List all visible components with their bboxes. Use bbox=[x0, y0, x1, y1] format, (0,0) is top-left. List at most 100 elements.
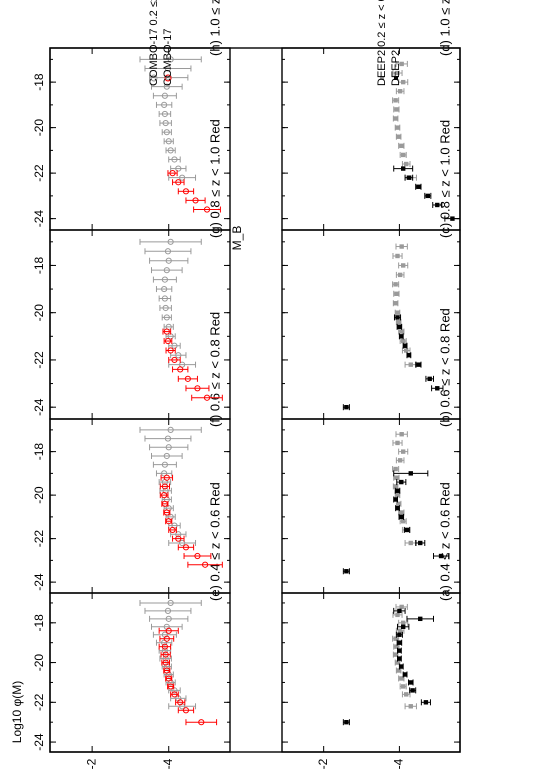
x-tick-label: -20 bbox=[32, 119, 46, 137]
data-point bbox=[404, 348, 409, 353]
x-tick-label: -24 bbox=[32, 210, 46, 228]
data-point bbox=[175, 165, 182, 172]
y-tick-label: -2 bbox=[316, 758, 330, 769]
data-point bbox=[163, 635, 170, 642]
data-point bbox=[198, 719, 205, 726]
data-point bbox=[408, 362, 413, 367]
panel-frame bbox=[49, 229, 231, 420]
panel-title: (h) 1.0 ≤ z < 1.2 Red bbox=[207, 0, 222, 56]
data-point bbox=[171, 356, 178, 364]
data-point bbox=[164, 435, 172, 442]
data-point bbox=[395, 310, 400, 315]
data-point bbox=[416, 362, 421, 367]
x-tick-label: -18 bbox=[32, 73, 46, 91]
data-point bbox=[395, 505, 400, 511]
data-point bbox=[163, 314, 170, 321]
panel-a: -2 -4 (a) 0.4 ≤ z < 0.6 Red bbox=[281, 482, 461, 769]
data-point bbox=[400, 152, 406, 158]
data-point bbox=[161, 500, 168, 507]
data-point bbox=[400, 519, 406, 524]
data-point bbox=[344, 719, 349, 725]
data-point bbox=[162, 655, 169, 662]
data-point bbox=[406, 175, 412, 180]
series-COMBO-17 0.2 ≤z< 0.4 bbox=[139, 238, 202, 368]
data-point bbox=[162, 304, 169, 312]
data-point bbox=[400, 79, 406, 85]
panel-title: (d) 1.0 ≤ z < 1.2 Red bbox=[437, 0, 452, 56]
data-point bbox=[165, 627, 172, 634]
series-DEEP2 0.2 ≤ z < 0.4 bbox=[392, 243, 417, 368]
data-point bbox=[182, 544, 190, 551]
legend-marker-deep2-low bbox=[380, 76, 384, 80]
data-point bbox=[162, 659, 169, 666]
x-tick-label: -22 bbox=[32, 164, 46, 182]
data-point bbox=[404, 692, 409, 697]
data-point bbox=[393, 636, 398, 641]
data-point bbox=[408, 471, 413, 476]
data-point bbox=[400, 684, 406, 689]
data-point bbox=[163, 267, 170, 274]
x-tick-label: -22 bbox=[32, 693, 46, 711]
data-point bbox=[399, 143, 404, 149]
legend-marker-combo bbox=[164, 74, 172, 82]
data-point bbox=[396, 668, 401, 673]
data-point bbox=[396, 319, 401, 325]
data-point bbox=[397, 628, 403, 633]
data-point bbox=[393, 301, 398, 306]
data-point bbox=[161, 285, 168, 293]
series-DEEP2 bbox=[393, 165, 461, 222]
data-point bbox=[393, 116, 398, 121]
data-point bbox=[397, 632, 402, 637]
panel-b: (b) 0.6 ≤ z < 0.8 Red bbox=[281, 308, 461, 594]
data-point bbox=[167, 147, 174, 154]
data-point bbox=[165, 138, 172, 145]
data-point bbox=[394, 107, 399, 112]
data-point bbox=[169, 170, 176, 177]
panel-frame bbox=[281, 47, 461, 231]
data-point bbox=[393, 484, 398, 489]
x-tick-label: -22 bbox=[32, 351, 46, 369]
legend-marker-deep2 bbox=[394, 76, 398, 80]
data-point bbox=[400, 620, 406, 626]
data-point bbox=[416, 184, 421, 189]
series-DEEP2 0.2 ≤ z < 0.4 bbox=[392, 60, 417, 181]
data-point bbox=[164, 248, 172, 255]
y-tick-label: -2 bbox=[84, 758, 98, 769]
legend-marker-combo-low bbox=[150, 74, 158, 82]
data-point bbox=[399, 244, 404, 249]
series-COMBO-17 bbox=[158, 627, 218, 726]
x-tick-label: -20 bbox=[32, 654, 46, 672]
data-point bbox=[396, 501, 401, 507]
data-point bbox=[450, 216, 455, 221]
data-point bbox=[167, 56, 174, 63]
panel-f: -24 -22 -20 -18 (f) 0.6 ≤ z < 0.8 Red bbox=[32, 312, 231, 594]
data-point bbox=[406, 353, 412, 358]
data-point bbox=[163, 129, 170, 136]
series-COMBO-17 0.2 ≤z< 0.4 bbox=[139, 599, 202, 710]
x-axis-label: M_B bbox=[230, 226, 244, 251]
data-point bbox=[171, 687, 178, 694]
x-tick-label: -18 bbox=[32, 614, 46, 632]
data-point bbox=[423, 700, 429, 705]
x-tick-label: -24 bbox=[32, 573, 46, 591]
data-point bbox=[397, 89, 403, 94]
legend-label-deep2: DEEP2 bbox=[390, 50, 402, 86]
data-point bbox=[161, 643, 168, 650]
data-point bbox=[404, 527, 410, 533]
data-point bbox=[395, 488, 400, 493]
data-point bbox=[399, 664, 404, 669]
data-point bbox=[164, 65, 172, 72]
data-point bbox=[161, 101, 168, 108]
series-COMBO-17 bbox=[162, 328, 223, 401]
panel-h: -24 -22 -20 -18 (h) 1.0 ≤ z < 1.2 Red bbox=[32, 0, 231, 231]
panel-title: (b) 0.6 ≤ z < 0.8 Red bbox=[437, 308, 452, 427]
data-point bbox=[175, 535, 182, 542]
data-point bbox=[165, 615, 172, 622]
panel-title: (c) 0.8 ≤ z < 1.0 Red bbox=[437, 120, 452, 238]
legend-label-combo: COMBO-17 bbox=[162, 29, 174, 86]
data-point bbox=[410, 688, 415, 693]
data-point bbox=[397, 656, 402, 661]
data-point bbox=[163, 509, 170, 516]
data-point bbox=[182, 707, 190, 714]
